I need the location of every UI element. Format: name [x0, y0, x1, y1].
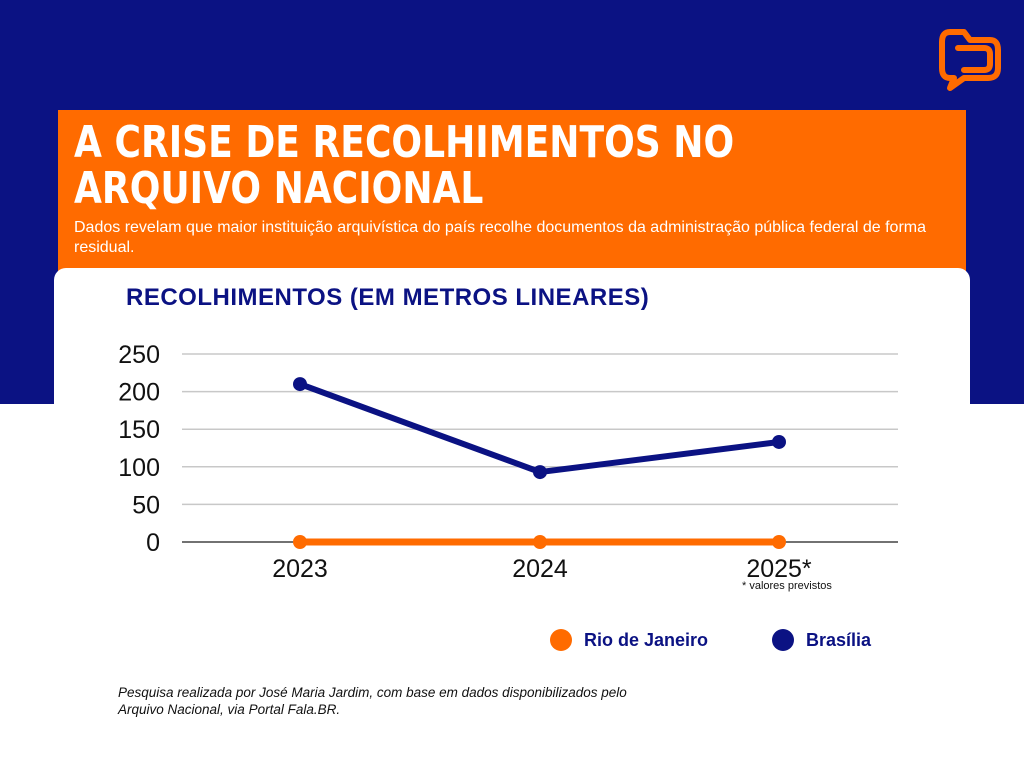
source-text: Pesquisa realizada por José Maria Jardim… [118, 685, 627, 717]
data-point-brasilia [533, 465, 547, 480]
legend-marker-brasilia [772, 629, 794, 651]
y-tick-label: 100 [118, 454, 160, 482]
page-title: A CRISE DE RECOLHIMENTOS NO ARQUIVO NACI… [74, 120, 796, 212]
data-point-rio [772, 535, 786, 549]
data-point-rio [533, 535, 547, 549]
page-subtitle: Dados revelam que maior instituição arqu… [74, 219, 927, 256]
legend-item-rio: Rio de Janeiro [550, 627, 708, 653]
legend-label-rio: Rio de Janeiro [584, 629, 709, 650]
footnote: * valores previstos [742, 580, 832, 592]
legend-label-brasilia: Brasília [806, 629, 872, 650]
legend-item-brasilia: Brasília [772, 627, 871, 653]
legend-marker-rio [550, 629, 572, 651]
page-title-line-2: ARQUIVO NACIONAL [74, 163, 484, 214]
y-tick-label: 50 [132, 491, 160, 519]
title-banner [58, 110, 966, 290]
data-point-brasilia [293, 377, 307, 392]
data-point-rio [293, 535, 307, 549]
x-tick-label: 2025* [746, 555, 812, 583]
x-tick-label: 2024 [512, 555, 568, 583]
data-point-brasilia [772, 434, 786, 449]
page-title-line-1: A CRISE DE RECOLHIMENTOS NO [74, 117, 735, 168]
chart-title: RECOLHIMENTOS (EM METROS LINEARES) [126, 284, 650, 311]
chart-card [54, 268, 970, 768]
chat-folder-icon [939, 29, 1001, 91]
y-tick-label: 250 [118, 341, 160, 369]
y-tick-label: 0 [146, 529, 160, 557]
series-line-brasilia [297, 381, 782, 476]
x-tick-label: 2023 [272, 555, 328, 583]
y-tick-label: 200 [118, 379, 160, 407]
y-tick-label: 150 [118, 416, 160, 444]
